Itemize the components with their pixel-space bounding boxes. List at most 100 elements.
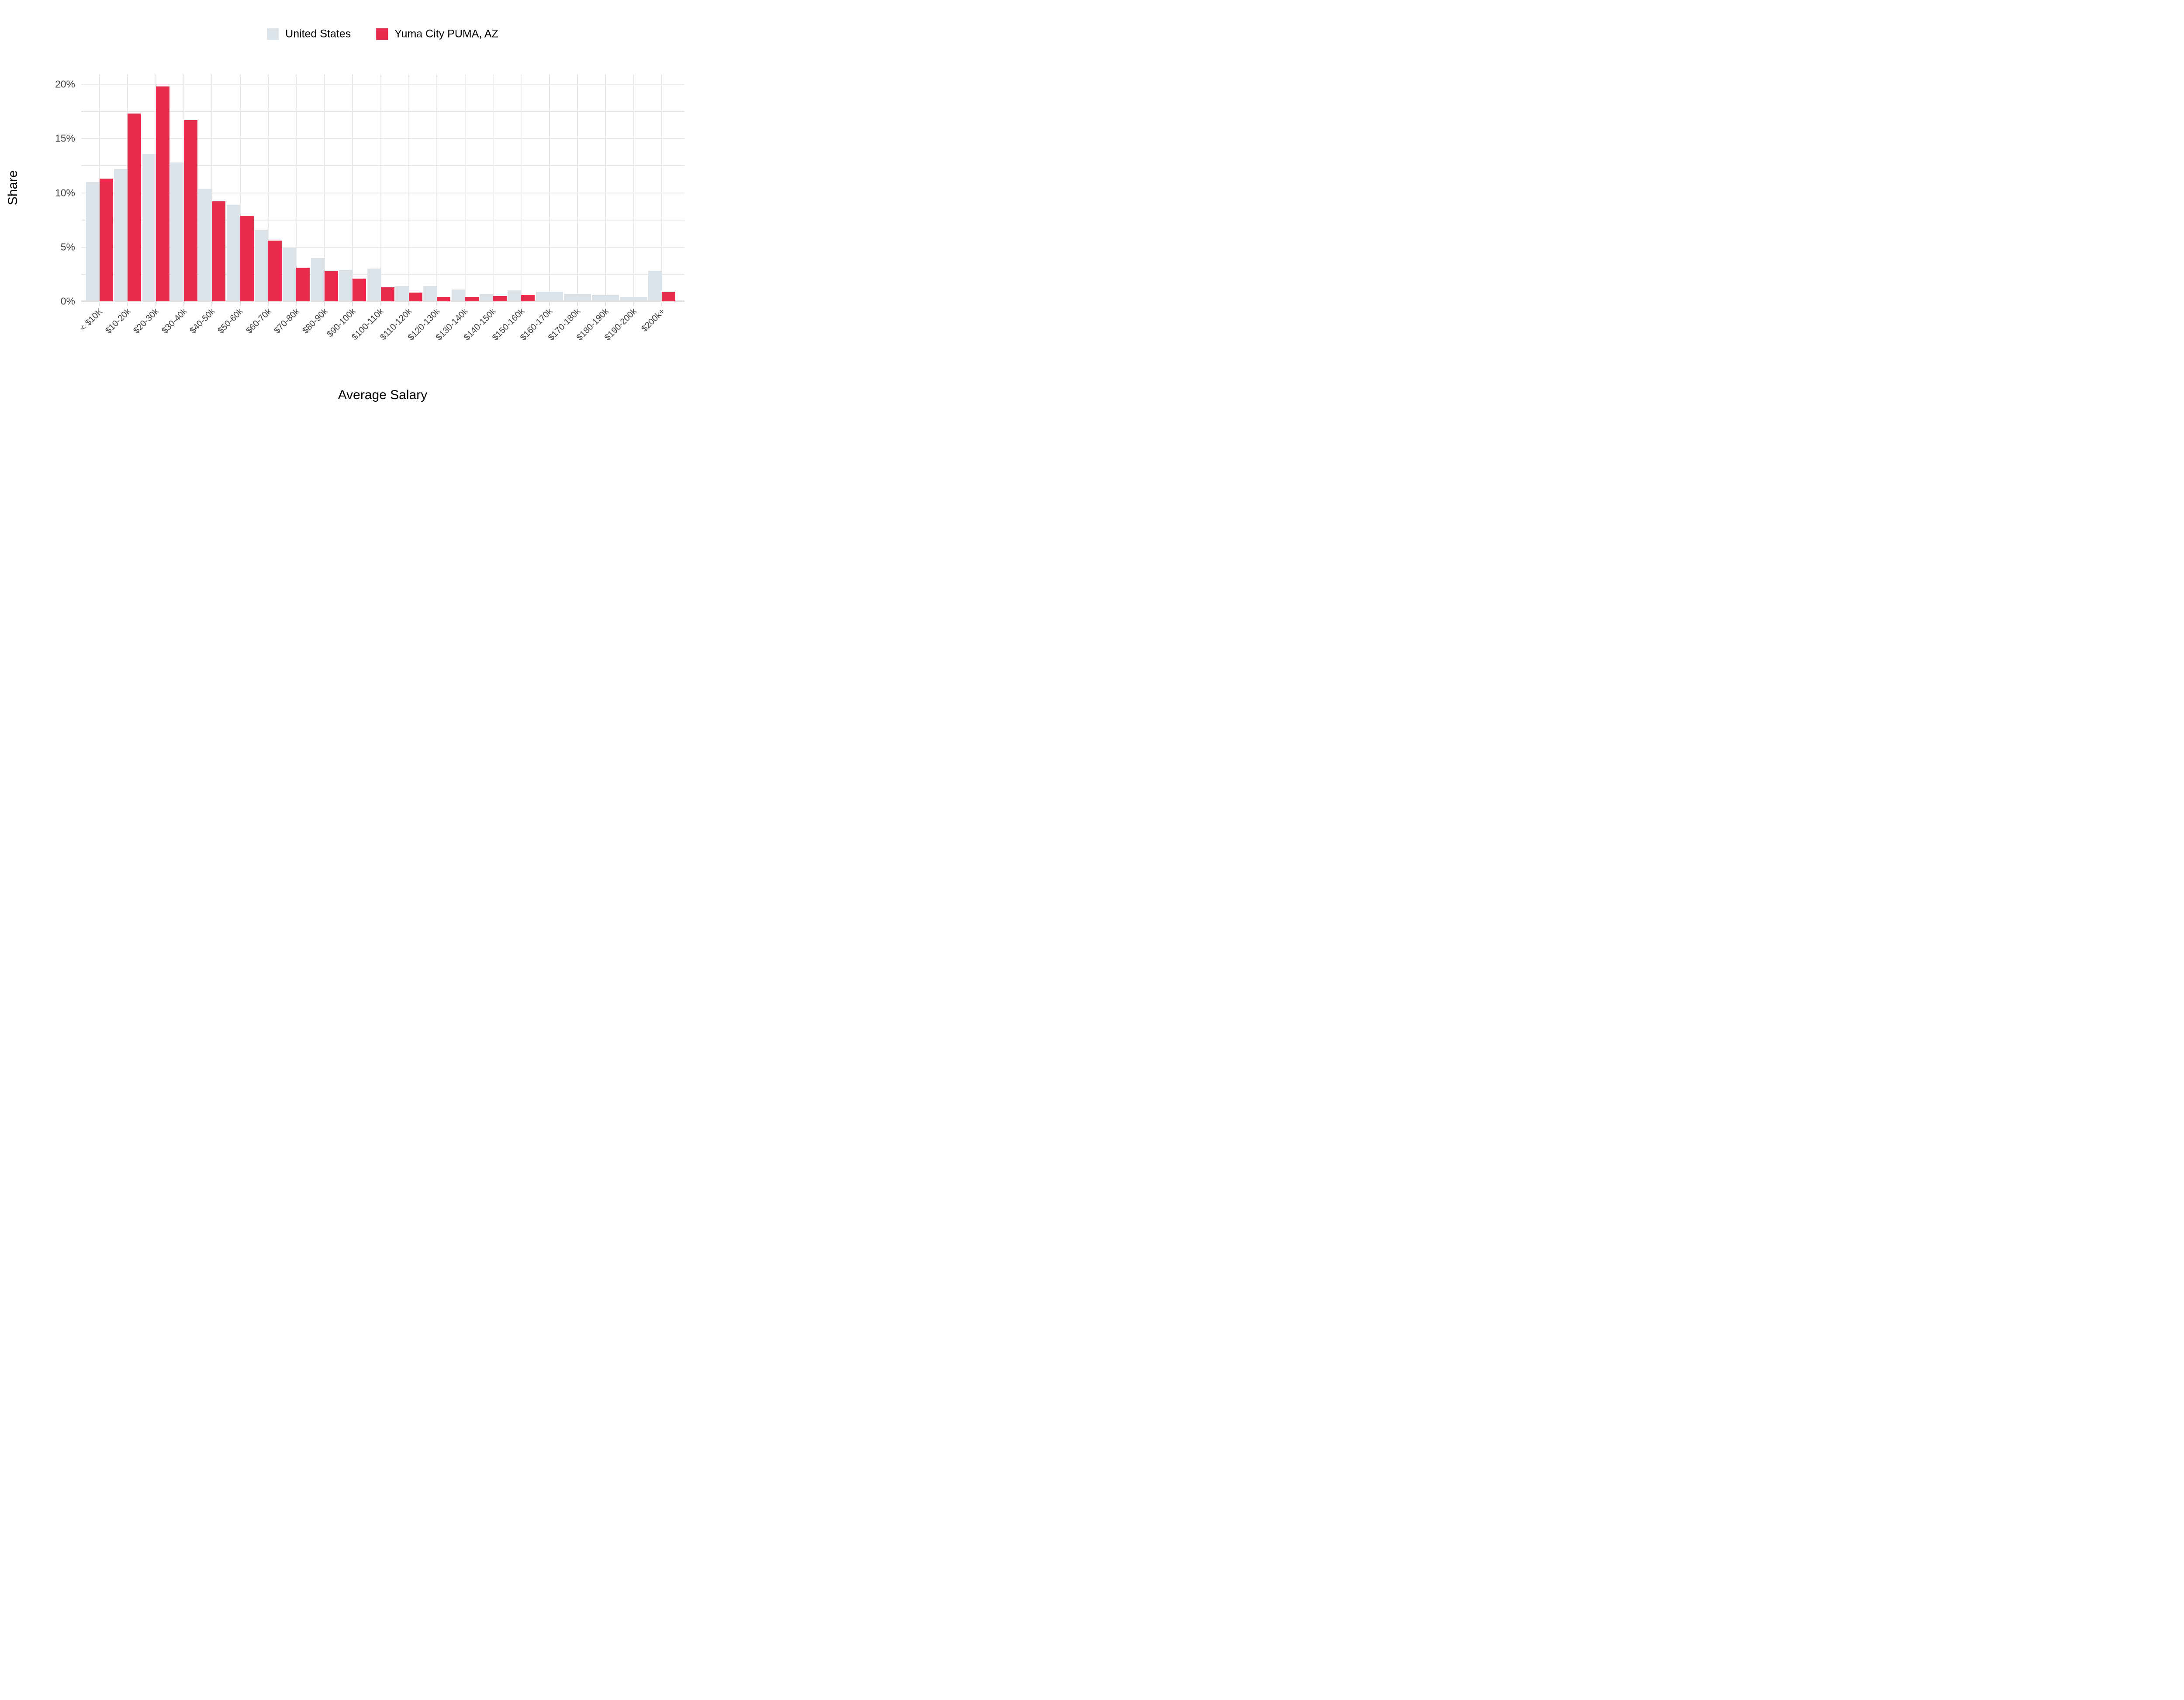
x-category-label-text: $30-40k <box>159 307 189 336</box>
x-axis-tick <box>605 302 606 306</box>
bar-yuma <box>437 297 451 301</box>
x-category-label-text: $200k+ <box>639 307 667 334</box>
legend: United States Yuma City PUMA, AZ <box>267 28 498 41</box>
bar-yuma <box>493 296 507 301</box>
x-axis-tick <box>492 302 494 306</box>
bar-yuma <box>240 215 254 301</box>
legend-label: United States <box>285 28 351 40</box>
x-axis-tick <box>296 302 297 306</box>
bar-us <box>198 188 212 301</box>
bar-yuma <box>100 179 113 301</box>
bar-yuma <box>380 287 394 301</box>
x-axis-baseline <box>81 300 684 302</box>
bar-us <box>114 169 128 301</box>
bar-us <box>142 154 156 301</box>
x-gridline <box>408 74 409 301</box>
bar-us <box>339 269 353 301</box>
plot-area: 0% 5% 10% 15% 20% < $10K $10-20k $20-30k $30-40k… <box>0 0 688 425</box>
x-gridline <box>633 74 634 301</box>
legend-label: Yuma City PUMA, AZ <box>394 28 498 40</box>
y-gridline <box>81 165 684 166</box>
x-category-label-text: $50-60k <box>216 307 245 336</box>
bar-yuma <box>184 120 198 301</box>
x-category-label-text: $10-20k <box>104 307 133 336</box>
bar-us <box>479 293 493 301</box>
bar-us <box>311 258 325 301</box>
bar-us <box>508 290 522 301</box>
x-gridline <box>239 74 241 301</box>
x-axis-tick <box>183 302 185 306</box>
x-axis-tick <box>352 302 353 306</box>
legend-entry: United States <box>267 28 351 41</box>
x-gridline <box>492 74 494 301</box>
x-gridline <box>324 74 325 301</box>
bar-us <box>255 229 269 301</box>
x-gridline <box>549 74 550 301</box>
x-axis-tick <box>268 302 269 306</box>
bar-us <box>423 286 437 301</box>
bar-us <box>592 295 619 301</box>
x-axis-tick <box>324 302 325 306</box>
bar-yuma <box>521 295 535 301</box>
legend-swatch-icon <box>376 28 388 40</box>
x-gridline <box>380 74 381 301</box>
bar-yuma <box>128 114 142 301</box>
x-axis-tick <box>380 302 381 306</box>
x-axis-tick <box>127 302 128 306</box>
bar-us <box>536 291 563 301</box>
y-gridline <box>81 273 684 275</box>
x-axis-tick <box>521 302 522 306</box>
y-tick-label: 5% <box>60 241 75 253</box>
x-category-label-text: $60-70k <box>244 307 273 336</box>
bar-yuma <box>156 86 169 301</box>
x-gridline <box>577 74 578 301</box>
x-gridline <box>296 74 297 301</box>
x-gridline <box>521 74 522 301</box>
bar-yuma <box>296 267 310 301</box>
bar-us <box>648 271 662 301</box>
bar-us <box>367 269 381 301</box>
y-gridline <box>81 84 684 85</box>
x-axis-tick <box>436 302 438 306</box>
legend-entry: Yuma City PUMA, AZ <box>376 28 498 41</box>
bar-us <box>226 204 240 301</box>
bar-yuma <box>465 297 479 301</box>
y-gridline <box>81 138 684 139</box>
x-gridline <box>436 74 438 301</box>
bar-us <box>620 297 647 301</box>
x-gridline <box>268 74 269 301</box>
x-axis-tick <box>408 302 409 306</box>
bar-yuma <box>408 293 422 301</box>
x-axis-tick <box>211 302 213 306</box>
y-tick-label: 20% <box>55 78 75 90</box>
x-gridline <box>352 74 353 301</box>
x-axis-tick <box>239 302 241 306</box>
x-axis-tick <box>633 302 634 306</box>
bar-us <box>283 248 297 301</box>
x-gridline <box>211 74 213 301</box>
bar-yuma <box>268 240 282 301</box>
x-category-label-text: $20-30k <box>131 307 161 336</box>
x-axis-tick <box>549 302 550 306</box>
bar-us <box>563 293 591 301</box>
bar-us <box>451 289 465 301</box>
x-category-label-text: < $10K <box>78 307 105 333</box>
y-tick-label: 15% <box>55 132 75 144</box>
x-axis-tick <box>577 302 578 306</box>
x-category-label-text: $70-80k <box>272 307 301 336</box>
x-category-label-text: $40-50k <box>188 307 217 336</box>
x-axis-tick <box>464 302 466 306</box>
bar-us <box>395 286 409 301</box>
x-axis-title: Average Salary <box>338 388 428 402</box>
y-gridline <box>81 111 684 112</box>
bar-us <box>86 182 100 301</box>
bar-yuma <box>352 278 366 301</box>
y-gridline <box>81 246 684 248</box>
bar-yuma <box>324 271 338 301</box>
y-tick-label: 10% <box>55 187 75 198</box>
legend-swatch-icon <box>267 28 279 40</box>
bar-us <box>170 162 184 301</box>
y-gridline <box>81 219 684 221</box>
y-tick-label: 0% <box>60 295 75 307</box>
x-gridline <box>661 74 662 301</box>
